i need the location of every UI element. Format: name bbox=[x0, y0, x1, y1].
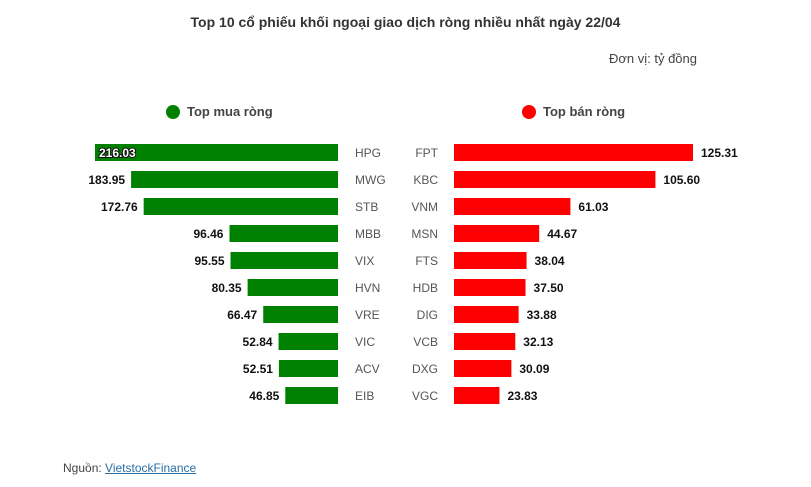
sell-value-label: 44.67 bbox=[547, 227, 577, 241]
buy-category-label: MWG bbox=[355, 173, 386, 187]
buy-value-label: 96.46 bbox=[193, 227, 223, 241]
sell-value-label: 105.60 bbox=[663, 173, 700, 187]
sell-value-label: 32.13 bbox=[523, 335, 553, 349]
sell-bar bbox=[454, 198, 571, 215]
buy-bar bbox=[95, 144, 338, 161]
sell-category-label: FPT bbox=[415, 146, 438, 160]
buy-bar bbox=[230, 252, 338, 269]
sell-category-label: VNM bbox=[411, 200, 438, 214]
source-line: Nguồn: VietstockFinance bbox=[63, 461, 196, 475]
sell-bar bbox=[454, 387, 500, 404]
chart-title: Top 10 cổ phiếu khối ngoại giao dịch ròn… bbox=[190, 14, 621, 30]
sell-bar bbox=[454, 360, 512, 377]
sell-category-label: VCB bbox=[413, 335, 438, 349]
legend-sell-dot-icon bbox=[522, 104, 536, 119]
sell-bar bbox=[454, 171, 656, 188]
sell-category-label: MSN bbox=[411, 227, 438, 241]
sell-category-label: DIG bbox=[417, 308, 438, 322]
buy-value-label: 46.85 bbox=[249, 389, 279, 403]
sell-bar bbox=[454, 306, 519, 323]
buy-value-label: 66.47 bbox=[227, 308, 257, 322]
sell-category-label: HDB bbox=[413, 281, 438, 295]
buy-bar bbox=[278, 360, 338, 377]
sell-value-label: 125.31 bbox=[701, 146, 738, 160]
buy-category-label: ACV bbox=[355, 362, 380, 376]
buy-category-label: HPG bbox=[355, 146, 381, 160]
buy-category-label: VRE bbox=[355, 308, 380, 322]
buy-value-label: 172.76 bbox=[101, 200, 138, 214]
buy-category-label: HVN bbox=[355, 281, 380, 295]
buy-bar bbox=[229, 225, 338, 242]
buy-value-label: 95.55 bbox=[194, 254, 224, 268]
sell-value-label: 23.83 bbox=[507, 389, 537, 403]
buy-category-label: VIC bbox=[355, 335, 375, 349]
sell-bar bbox=[454, 333, 516, 350]
buy-bar bbox=[247, 279, 338, 296]
buy-value-label: 183.95 bbox=[88, 173, 125, 187]
sell-value-label: 38.04 bbox=[535, 254, 565, 268]
buy-bar bbox=[263, 306, 338, 323]
sell-value-label: 37.50 bbox=[534, 281, 564, 295]
buy-bar bbox=[278, 333, 338, 350]
buy-value-label: 80.35 bbox=[212, 281, 242, 295]
buy-value-label: 216.03 bbox=[99, 146, 136, 160]
sell-value-label: 61.03 bbox=[578, 200, 608, 214]
buy-bar bbox=[131, 171, 338, 188]
buy-category-label: MBB bbox=[355, 227, 381, 241]
legend-buy: Top mua ròng bbox=[166, 104, 273, 119]
buy-category-label: EIB bbox=[355, 389, 374, 403]
sell-value-label: 33.88 bbox=[527, 308, 557, 322]
buy-value-label: 52.84 bbox=[243, 335, 273, 349]
legend-buy-label: Top mua ròng bbox=[187, 104, 273, 119]
legend-sell-label: Top bán ròng bbox=[543, 104, 626, 119]
sell-value-label: 30.09 bbox=[519, 362, 549, 376]
buy-bar bbox=[143, 198, 338, 215]
buy-category-label: VIX bbox=[355, 254, 374, 268]
buy-value-label: 52.51 bbox=[243, 362, 273, 376]
buy-bar bbox=[285, 387, 338, 404]
sell-category-label: FTS bbox=[415, 254, 438, 268]
sell-bar bbox=[454, 252, 527, 269]
sell-bar bbox=[454, 279, 526, 296]
sell-bar bbox=[454, 144, 693, 161]
source-link[interactable]: VietstockFinance bbox=[105, 461, 197, 475]
buy-category-label: STB bbox=[355, 200, 378, 214]
sell-category-label: VGC bbox=[412, 389, 438, 403]
legend-sell: Top bán ròng bbox=[522, 104, 625, 119]
legend-buy-dot-icon bbox=[166, 104, 180, 119]
sell-category-label: DXG bbox=[412, 362, 438, 376]
source-prefix: Nguồn: bbox=[63, 461, 106, 475]
sell-bar bbox=[454, 225, 540, 242]
unit-label: Đơn vị: tỷ đồng bbox=[608, 51, 697, 66]
sell-category-label: KBC bbox=[413, 173, 438, 187]
